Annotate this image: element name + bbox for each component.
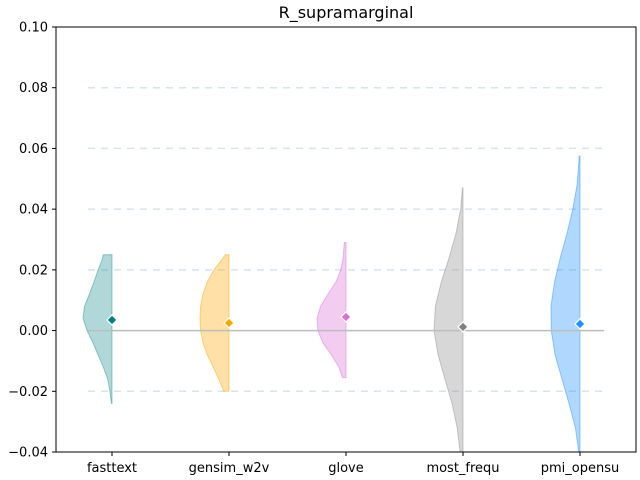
y-axis: −0.04 −0.02 0.00 0.02 0.04 0.06 0.08 0.10 xyxy=(8,21,56,461)
x-tick-label: gensim_w2v xyxy=(189,461,270,476)
x-tick-label: glove xyxy=(328,461,364,476)
violin-gensim_w2v xyxy=(199,254,230,392)
mean-marker-gensim_w2v xyxy=(223,317,235,329)
y-tick-label: 0.08 xyxy=(19,81,48,96)
y-tick-label: −0.04 xyxy=(8,446,48,461)
chart-title: R_supramarginal xyxy=(279,3,414,23)
mean-marker-glove xyxy=(340,311,352,323)
y-tick-label: 0.06 xyxy=(19,142,48,157)
x-tick-label: fasttext xyxy=(87,461,137,476)
x-tick-label: most_frequ xyxy=(426,461,499,476)
violin-fasttext xyxy=(82,254,113,404)
violins xyxy=(82,155,581,453)
violin-glove xyxy=(316,241,347,379)
y-tick-label: 0.00 xyxy=(19,324,48,339)
mean-marker-most_frequ xyxy=(457,321,469,333)
violin-most_frequ xyxy=(433,187,464,453)
y-tick-label: 0.04 xyxy=(19,203,48,218)
plot-frame xyxy=(55,26,637,453)
y-tick-label: −0.02 xyxy=(8,385,48,400)
mean-marker-pmi_opensu xyxy=(574,318,586,330)
violin-pmi_opensu xyxy=(550,155,581,453)
grid-lines xyxy=(88,86,606,393)
y-tick-label: 0.02 xyxy=(19,263,48,278)
x-tick-label: pmi_opensu xyxy=(541,461,619,476)
mean-marker-fasttext xyxy=(106,314,118,326)
x-axis: fasttext gensim_w2v glove most_frequ pmi_ope… xyxy=(87,452,619,476)
y-tick-label: 0.10 xyxy=(19,21,48,36)
mean-markers xyxy=(106,311,586,333)
